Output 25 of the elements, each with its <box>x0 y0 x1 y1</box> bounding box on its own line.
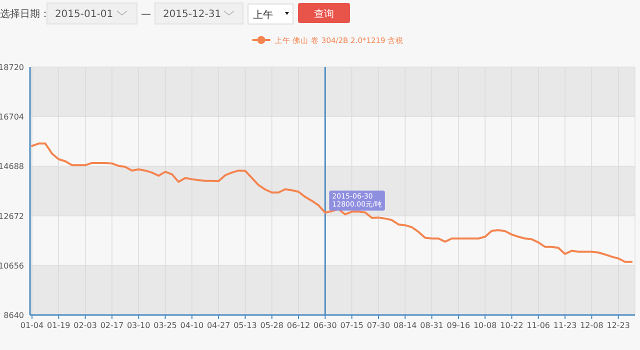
x-tick-label: 12-23 <box>606 321 630 330</box>
x-tick-label: 05-28 <box>260 321 284 330</box>
x-tick-label: 06-30 <box>314 321 337 330</box>
x-tick-label: 03-25 <box>154 321 177 330</box>
x-tick-label: 04-10 <box>180 321 204 330</box>
x-tick-label: 04-27 <box>206 321 230 330</box>
controls: 选择日期： 2015-01-01 — 2015-12-31 上午 查询 <box>0 2 350 24</box>
x-tick-label: 09-16 <box>446 321 470 330</box>
x-tick-label: 08-31 <box>420 321 444 330</box>
x-tick-label: 03-10 <box>126 321 150 330</box>
y-tick-label: 8640 <box>4 311 24 320</box>
x-tick-label: 01-04 <box>20 321 44 330</box>
x-tick-label: 05-13 <box>234 321 257 330</box>
x-tick-label: 11-23 <box>553 321 577 330</box>
x-tick-label: 02-03 <box>74 321 97 330</box>
x-tick-label: 06-12 <box>286 321 310 330</box>
x-tick-label: 10-08 <box>473 321 497 330</box>
x-tick-label: 02-17 <box>100 321 124 330</box>
x-tick-label: 08-14 <box>394 321 417 330</box>
x-tick-label: 01-19 <box>47 321 70 330</box>
x-tick-label: 10-22 <box>500 321 524 330</box>
x-tick-label: 12-08 <box>580 321 604 330</box>
x-tick-label: 07-30 <box>366 321 390 330</box>
x-tick-label: 07-15 <box>340 321 364 330</box>
x-tick-label: 11-06 <box>526 321 550 330</box>
